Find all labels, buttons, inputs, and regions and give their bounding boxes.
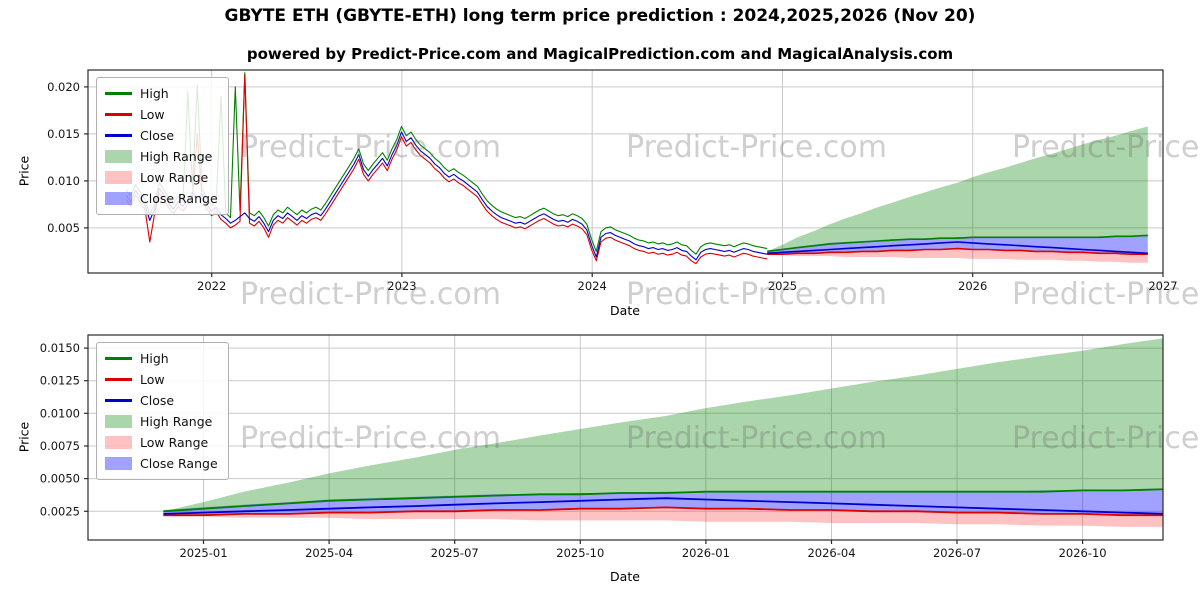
x-tick-label: 2025-07 xyxy=(431,546,479,560)
series-band xyxy=(767,235,1148,255)
legend-item-close-range: Close Range xyxy=(105,188,218,209)
series-line xyxy=(163,506,1163,517)
legend-line-swatch xyxy=(105,399,132,402)
series-line xyxy=(767,241,1148,255)
legend-patch-swatch xyxy=(105,436,132,449)
x-tick-label: 2027 xyxy=(1148,279,1177,293)
x-tick-label: 2026-01 xyxy=(682,546,730,560)
y-tick-label: 0.0075 xyxy=(40,439,80,453)
legend-line-swatch xyxy=(105,113,132,116)
bottom-legend: High Low Close High Range Low Range Close Ran… xyxy=(96,342,229,480)
legend-label: Low Range xyxy=(140,435,209,450)
legend-item-low: Low xyxy=(105,369,218,390)
x-tick-label: 2026 xyxy=(958,279,987,293)
series-line xyxy=(163,497,1163,515)
chart-subtitle: powered by Predict-Price.com and Magical… xyxy=(246,45,954,63)
legend-item-close-range: Close Range xyxy=(105,453,218,474)
series-band xyxy=(163,507,1163,527)
legend-label: Low xyxy=(140,107,165,122)
y-tick-label: 0.010 xyxy=(47,174,80,188)
legend-item-high: High xyxy=(105,83,218,104)
legend-label: Close xyxy=(140,128,175,143)
legend-patch-swatch xyxy=(105,150,132,163)
top-chart-frame xyxy=(87,69,1164,274)
bottom-chart: 2025-01 2025-04 2025-07 2025-10 2026-01 2026-… xyxy=(40,334,1164,560)
y-tick-label: 0.015 xyxy=(47,127,80,141)
legend-patch-swatch xyxy=(105,192,132,205)
y-tick-label: 0.0050 xyxy=(40,472,80,486)
legend-item-high-range: High Range xyxy=(105,411,218,432)
y-tick-label: 0.005 xyxy=(47,221,80,235)
legend-item-high: High xyxy=(105,348,218,369)
series-line xyxy=(125,74,768,265)
legend-line-swatch xyxy=(105,92,132,95)
top-chart-grid xyxy=(88,70,1164,273)
x-tick-label: 2022 xyxy=(197,279,226,293)
series-line xyxy=(163,488,1163,513)
x-tick-label: 2026-07 xyxy=(933,546,981,560)
legend-patch-swatch xyxy=(105,457,132,470)
series-band xyxy=(163,489,1163,516)
legend-line-swatch xyxy=(105,134,132,137)
legend-item-close: Close xyxy=(105,390,218,411)
bottom-chart-frame xyxy=(87,334,1164,541)
legend-label: Close Range xyxy=(140,456,218,471)
y-tick-label: 0.0025 xyxy=(40,504,80,518)
series-band xyxy=(767,126,1148,252)
legend-patch-swatch xyxy=(105,171,132,184)
x-tick-label: 2023 xyxy=(387,279,416,293)
bottom-chart-series xyxy=(163,338,1163,527)
x-tick-label: 2025-10 xyxy=(556,546,604,560)
legend-label: High xyxy=(140,351,169,366)
legend-patch-swatch xyxy=(105,415,132,428)
top-y-axis-label: Price xyxy=(16,155,32,187)
legend-item-low-range: Low Range xyxy=(105,167,218,188)
legend-label: Close Range xyxy=(140,191,218,206)
legend-item-close: Close xyxy=(105,125,218,146)
top-legend: High Low Close High Range Low Range Close Ran… xyxy=(96,77,229,215)
legend-label: High Range xyxy=(140,414,213,429)
series-band xyxy=(163,338,1163,512)
legend-label: Low xyxy=(140,372,165,387)
series-line xyxy=(125,131,768,261)
x-tick-label: 2026-04 xyxy=(807,546,855,560)
x-tick-label: 2025 xyxy=(768,279,797,293)
legend-label: Low Range xyxy=(140,170,209,185)
top-x-axis-label: Date xyxy=(610,303,640,318)
bottom-chart-ticks: 2025-01 2025-04 2025-07 2025-10 2026-01 2026-… xyxy=(40,341,1107,560)
bottom-x-axis-label: Date xyxy=(610,569,640,584)
series-line xyxy=(767,234,1148,253)
top-chart: 2022 2023 2024 2025 2026 2027 0.005 0.010 0.015 0… xyxy=(47,69,1178,293)
x-tick-label: 2024 xyxy=(578,279,607,293)
legend-label: High Range xyxy=(140,149,213,164)
top-chart-ticks: 2022 2023 2024 2025 2026 2027 0.005 0.010 0.015 0… xyxy=(47,80,1178,293)
legend-line-swatch xyxy=(105,378,132,381)
series-line xyxy=(125,72,768,255)
legend-line-swatch xyxy=(105,357,132,360)
legend-label: High xyxy=(140,86,169,101)
y-tick-label: 0.0100 xyxy=(40,406,80,420)
x-tick-label: 2026-10 xyxy=(1059,546,1107,560)
legend-item-low-range: Low Range xyxy=(105,432,218,453)
y-tick-label: 0.0125 xyxy=(40,374,80,388)
top-chart-series xyxy=(125,72,1148,265)
legend-item-high-range: High Range xyxy=(105,146,218,167)
legend-item-low: Low xyxy=(105,104,218,125)
legend-label: Close xyxy=(140,393,175,408)
series-line xyxy=(767,247,1148,255)
x-tick-label: 2025-04 xyxy=(305,546,353,560)
page-title: GBYTE ETH (GBYTE-ETH) long term price pr… xyxy=(224,6,976,26)
bottom-y-axis-label: Price xyxy=(16,421,32,453)
x-tick-label: 2025-01 xyxy=(179,546,227,560)
y-tick-label: 0.020 xyxy=(47,80,80,94)
y-tick-label: 0.0150 xyxy=(40,341,80,355)
